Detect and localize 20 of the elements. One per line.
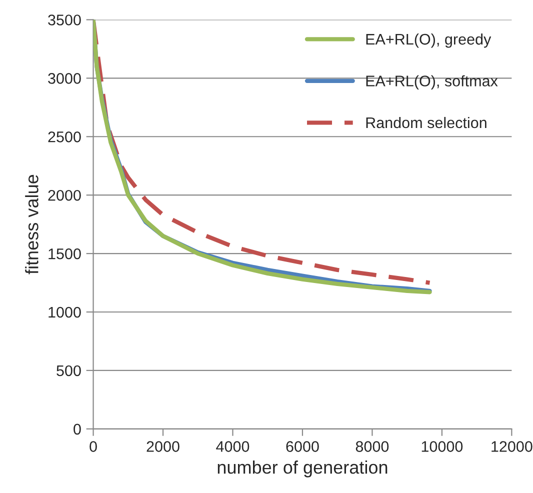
x-tick-label: 10000 — [422, 441, 463, 452]
y-tick-label: 500 — [56, 365, 81, 376]
y-tick-label: 3500 — [48, 14, 81, 26]
x-tick-label: 4000 — [216, 441, 250, 452]
y-tick-label: 2500 — [48, 132, 81, 142]
x-tick-label: 8000 — [356, 441, 389, 452]
x-tick-label: 2000 — [146, 441, 180, 452]
legend-label: EA+RL(O), greedy — [366, 33, 492, 48]
y-tick-label: 3000 — [48, 73, 81, 84]
y-tick-label: 1000 — [48, 306, 81, 318]
y-tick-label: 2000 — [48, 190, 81, 201]
x-tick-label: 6000 — [286, 441, 319, 452]
legend-label: Random selection — [366, 116, 486, 128]
y-tick-label: 1500 — [48, 248, 81, 260]
x-tick-label: 0 — [90, 441, 97, 452]
x-tick-label: 12000 — [492, 441, 532, 452]
x-axis-title: number of generation — [218, 460, 388, 478]
y-tick-label: 0 — [74, 424, 81, 435]
legend-label: EA+RL(O), softmax — [366, 75, 498, 90]
y-axis-title: fitness value — [25, 174, 38, 274]
